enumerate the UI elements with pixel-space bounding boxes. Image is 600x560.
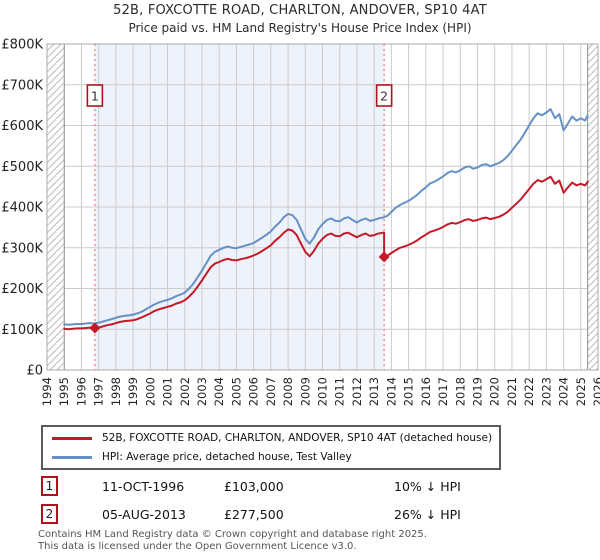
- x-axis-tick-label: 2008: [281, 377, 295, 406]
- sale-marker-number: 1: [91, 89, 99, 104]
- x-axis-tick-label: 2020: [488, 377, 502, 406]
- legend-label-hpi: HPI: Average price, detached house, Test…: [102, 451, 352, 463]
- sale-marker-box: [375, 84, 393, 107]
- x-axis-tick-label: 2007: [264, 377, 278, 406]
- x-axis-tick-label: 2010: [316, 377, 330, 406]
- x-axis-tick-label: 2023: [539, 377, 553, 406]
- y-axis-tick-label: £400K: [1, 201, 43, 216]
- page-title: 52B, FOXCOTTE ROAD, CHARLTON, ANDOVER, S…: [113, 3, 487, 18]
- series-line: [63, 108, 589, 326]
- sale-marker-box: [86, 84, 104, 107]
- x-axis-tick-label: 2009: [298, 377, 312, 406]
- x-axis-tick-label: 2025: [574, 377, 588, 406]
- x-axis-tick-label: 2006: [247, 377, 261, 406]
- x-axis-tick-label: 1997: [92, 377, 106, 406]
- y-axis-tick-label: £800K: [1, 38, 43, 53]
- y-axis-tick-label: £0: [26, 364, 43, 379]
- transaction-row-2: 2 05-AUG-2013 £277,500 26% ↓ HPI: [41, 504, 561, 524]
- x-axis-tick-label: 2024: [557, 377, 571, 406]
- x-axis-tick-label: 2026: [591, 377, 600, 406]
- y-axis-tick-label: £500K: [1, 160, 43, 175]
- legend-item-property: 52B, FOXCOTTE ROAD, CHARLTON, ANDOVER, S…: [43, 430, 499, 446]
- x-axis-tick-label: 2003: [195, 377, 209, 406]
- sale-point-marker: [89, 322, 101, 334]
- transaction-2-hpi-diff: 26% ↓ HPI: [394, 506, 461, 522]
- footer-line-1: Contains HM Land Registry data © Crown c…: [38, 529, 427, 540]
- x-axis-tick-label: 2019: [470, 377, 484, 406]
- x-axis-tick-label: 2004: [212, 377, 226, 406]
- property-line-swatch: [52, 436, 92, 440]
- y-axis-tick-label: £300K: [1, 241, 43, 256]
- no-data-hatch-right: [587, 44, 598, 370]
- transaction-1-hpi-diff: 10% ↓ HPI: [394, 478, 461, 494]
- transaction-2-marker: 2: [41, 504, 58, 524]
- x-axis-tick-label: 1999: [126, 377, 140, 406]
- x-axis-tick-label: 2014: [384, 377, 398, 406]
- x-axis-tick-label: 2016: [419, 377, 433, 406]
- transaction-1-marker: 1: [41, 476, 58, 496]
- transaction-2-price: £277,500: [224, 506, 284, 522]
- footer-line-2: This data is licensed under the Open Gov…: [38, 540, 357, 552]
- x-axis-tick-label: 2013: [367, 377, 381, 406]
- x-axis-tick-label: 1998: [109, 377, 123, 406]
- x-axis-tick-label: 1994: [40, 377, 54, 406]
- x-axis-tick-label: 1995: [57, 377, 71, 406]
- chart-legend: 52B, FOXCOTTE ROAD, CHARLTON, ANDOVER, S…: [41, 425, 501, 470]
- x-axis-tick-label: 2021: [505, 377, 519, 406]
- transaction-row-1: 1 11-OCT-1996 £103,000 10% ↓ HPI: [41, 476, 561, 496]
- legend-label-property: 52B, FOXCOTTE ROAD, CHARLTON, ANDOVER, S…: [102, 432, 493, 444]
- x-axis-tick-label: 2001: [161, 377, 175, 406]
- hpi-line-swatch: [52, 455, 92, 459]
- page-subtitle: Price paid vs. HM Land Registry's House …: [128, 21, 472, 35]
- y-axis-tick-label: £100K: [1, 323, 43, 338]
- price-history-chart: 1 2 £0 £100K £200K £300K £400K £500K £600K £700K £…: [1, 38, 600, 407]
- y-axis-tick-label: £700K: [1, 78, 43, 93]
- series-line: [63, 175, 589, 331]
- sale-marker-number: 2: [380, 89, 388, 104]
- sale-point-marker: [378, 251, 390, 263]
- x-axis-tick-label: 2022: [522, 377, 536, 406]
- transaction-1-price: £103,000: [224, 478, 284, 494]
- x-axis-tick-label: 2015: [402, 377, 416, 406]
- x-axis-tick-label: 2018: [453, 377, 467, 406]
- no-data-hatch-left: [47, 44, 65, 370]
- transaction-1-date: 11-OCT-1996: [102, 478, 185, 494]
- x-axis-tick-label: 2005: [229, 377, 243, 406]
- transaction-2-date: 05-AUG-2013: [102, 506, 186, 522]
- x-axis-tick-label: 2011: [333, 377, 347, 406]
- y-axis-tick-label: £600K: [1, 119, 43, 134]
- x-axis-tick-label: 2002: [178, 377, 192, 406]
- license-footer: Contains HM Land Registry data © Crown c…: [38, 529, 427, 552]
- x-axis-tick-label: 2012: [350, 377, 364, 406]
- x-axis-tick-label: 2000: [143, 377, 157, 406]
- x-axis-tick-label: 1996: [74, 377, 88, 406]
- x-axis-tick-label: 2017: [436, 377, 450, 406]
- legend-item-hpi: HPI: Average price, detached house, Test…: [43, 449, 499, 465]
- y-axis-tick-label: £200K: [1, 282, 43, 297]
